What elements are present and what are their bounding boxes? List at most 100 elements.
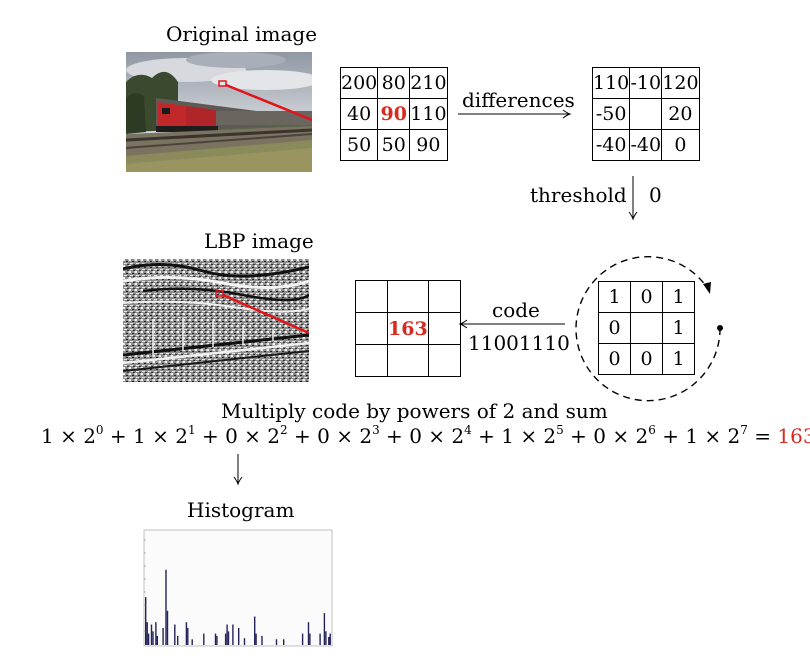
histogram-bar	[309, 633, 311, 645]
histogram-bar	[319, 633, 321, 645]
difference-cell	[629, 98, 663, 130]
histogram-bar	[224, 633, 227, 645]
code-label: code	[492, 298, 540, 322]
histogram-bar	[216, 635, 218, 645]
formula-exponent: 6	[648, 423, 656, 437]
start-dot	[717, 325, 723, 331]
histogram-bar	[323, 613, 326, 645]
histogram-bar	[147, 633, 150, 645]
histogram-plot	[137, 523, 335, 654]
histogram-bar	[166, 610, 169, 645]
histogram-bar	[255, 633, 257, 645]
formula-term: 1 × 2	[41, 424, 96, 448]
binary-code: 11001110	[468, 331, 570, 355]
original-image-title: Original image	[166, 22, 318, 46]
output-cell	[427, 312, 461, 345]
histogram-bar	[254, 616, 256, 645]
histogram-bar	[238, 627, 240, 645]
lbp-texture-image	[123, 259, 309, 382]
center-pixel-cell: 90	[377, 98, 411, 130]
histogram-bar	[191, 639, 193, 645]
difference-cell: 120	[661, 67, 700, 99]
formula-term: 1 × 2	[133, 424, 188, 448]
histogram-bar	[150, 624, 153, 645]
pixel-cell: 80	[377, 67, 411, 99]
formula-term: 1 × 2	[501, 424, 557, 448]
threshold-label: threshold	[530, 183, 627, 207]
clockwise-dashed-circle	[575, 256, 721, 402]
histogram-bar	[145, 597, 147, 645]
histogram-bar	[214, 633, 217, 645]
formula-exponent: 2	[280, 423, 288, 437]
formula-exponent: 1	[187, 423, 196, 437]
formula-term: 0 × 2	[409, 424, 465, 448]
histogram-bar	[328, 637, 330, 645]
formula-term: 0 × 2	[593, 424, 649, 448]
formula-term: 0 × 2	[225, 424, 281, 448]
histogram-bar	[162, 627, 164, 645]
histogram-title: Histogram	[187, 498, 295, 522]
histogram-bar	[187, 627, 189, 645]
histogram-bar	[203, 633, 205, 645]
formula-exponent: 4	[464, 423, 472, 437]
threshold-value: 0	[649, 183, 662, 207]
histogram-bar	[226, 624, 228, 645]
lbp-image-title: LBP image	[204, 229, 314, 253]
original-train-photo	[126, 52, 312, 172]
histogram-bar	[165, 569, 167, 645]
formula-exponent: 7	[740, 423, 748, 437]
difference-cell: 20	[661, 98, 700, 130]
histogram-bar	[227, 631, 230, 645]
formula-term: 0 × 2	[317, 424, 373, 448]
pixel-cell: 110	[409, 98, 448, 130]
histogram-bar	[155, 622, 157, 645]
formula-term: 1 × 2	[685, 424, 741, 448]
binary-cell: 1	[662, 281, 695, 313]
differences-label: differences	[462, 88, 575, 112]
histogram-bar	[275, 639, 278, 645]
histogram-bar	[301, 633, 304, 645]
histogram-bar	[177, 635, 179, 645]
difference-cell: -50	[591, 98, 631, 130]
histogram-bar	[232, 624, 234, 645]
histogram-bar	[185, 622, 188, 645]
difference-cell: 0	[661, 129, 700, 161]
lbp-value-cell: 163	[387, 312, 429, 345]
output-cell	[387, 280, 429, 313]
histogram-bar	[283, 639, 285, 645]
difference-cell: 110	[591, 67, 631, 99]
binary-grid: 1 0 1 0 1 0 0 1	[598, 281, 695, 375]
pixel-cell: 40	[339, 98, 379, 130]
pixel-cell: 90	[409, 129, 448, 161]
formula-exponent: 3	[372, 423, 380, 437]
binary-cell: 0	[598, 312, 631, 344]
pixel-values-grid: 200 80 210 40 90 110 50 50 90	[339, 67, 448, 161]
output-grid: 163	[355, 280, 461, 377]
histogram-bar	[307, 622, 310, 645]
histogram-bar	[325, 631, 327, 645]
sum-formula: 1 × 20 + 1 × 21 + 0 × 22 + 0 × 23 + 0 × …	[41, 424, 810, 446]
output-cell	[387, 344, 429, 377]
pixel-cell: 50	[377, 129, 411, 161]
binary-cell: 1	[598, 281, 631, 313]
differences-grid: 110 -10 120 -50 20 -40 -40 0	[591, 67, 700, 161]
histogram-bar	[261, 635, 263, 645]
formula-exponent: 5	[556, 423, 564, 437]
pixel-cell: 50	[339, 129, 379, 161]
histogram-bar	[152, 631, 154, 645]
difference-cell: -40	[591, 129, 631, 161]
binary-cell: 1	[662, 343, 695, 375]
histogram-bar	[329, 633, 331, 645]
histogram-bar	[243, 638, 246, 645]
histogram-bars	[145, 569, 331, 645]
formula-exponent: 0	[95, 423, 104, 437]
histogram-bar	[146, 622, 148, 645]
output-cell	[355, 344, 388, 377]
histogram-bar	[156, 635, 158, 645]
output-cell	[355, 312, 388, 345]
histogram-bar	[174, 624, 176, 645]
output-cell	[427, 344, 461, 377]
formula-result: 163	[777, 424, 810, 448]
